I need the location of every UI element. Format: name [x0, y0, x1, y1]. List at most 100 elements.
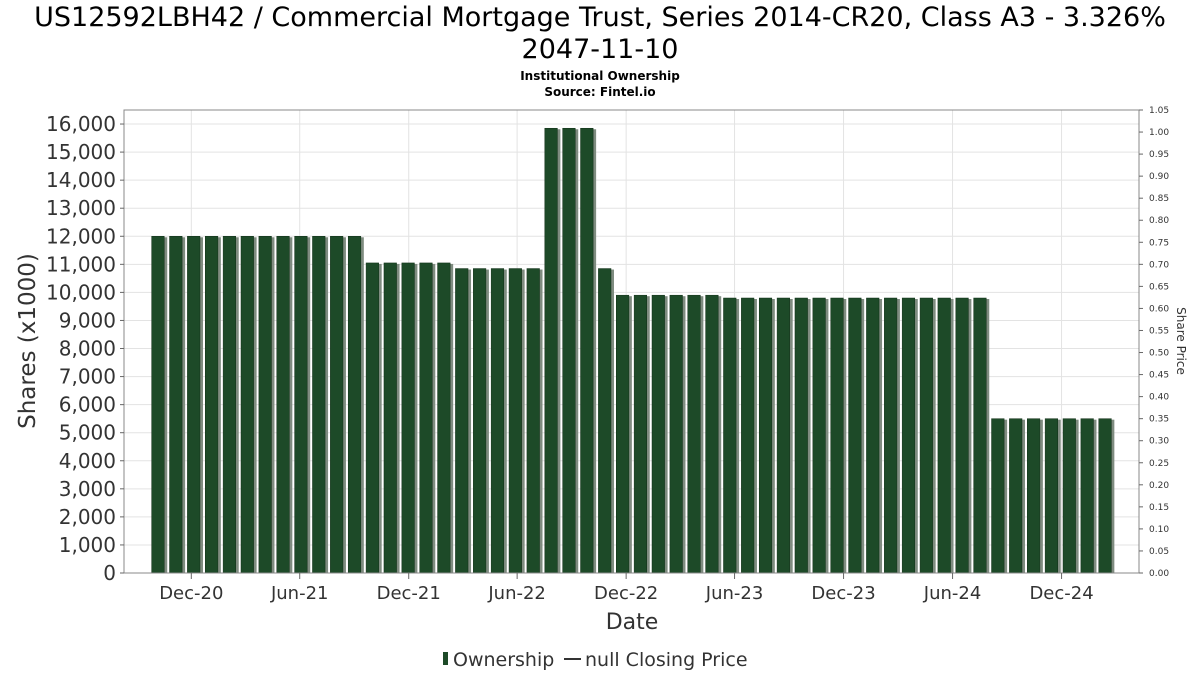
- ownership-bar: [901, 297, 916, 574]
- ownership-bar: [884, 297, 898, 574]
- y2-tick-label: 0.20: [1149, 481, 1169, 491]
- ownership-bar: [741, 297, 755, 574]
- ownership-bar: [687, 294, 701, 574]
- ownership-bar: [633, 294, 647, 574]
- y-tick-label: 13,000: [46, 196, 116, 220]
- ownership-bar: [187, 236, 201, 574]
- ownership-bar: [473, 268, 487, 574]
- ownership-bar: [1009, 418, 1023, 574]
- y-tick-label: 7,000: [59, 365, 116, 389]
- plot-frame: [123, 109, 1140, 574]
- y2-axis-label: Share Price: [1174, 307, 1188, 375]
- ownership-bar: [758, 297, 773, 574]
- y-tick-label: 8,000: [59, 337, 116, 361]
- y2-tick-label: 0.85: [1149, 194, 1169, 204]
- x-axis: Dec-20 Jun-21 Dec-21 Jun-22 Dec-22 Jun-23 Dec-…: [159, 573, 1094, 604]
- y2-tick-label: 0.00: [1149, 569, 1169, 579]
- y-tick-label: 11,000: [46, 252, 116, 276]
- ownership-bar: [294, 236, 308, 574]
- ownership-bar: [616, 294, 630, 574]
- ownership-bar: [1044, 418, 1058, 574]
- y-tick-label: 16,000: [46, 112, 116, 136]
- ownership-bar: [866, 297, 880, 574]
- y-tick-label: 5,000: [59, 421, 116, 445]
- ownership-bar: [205, 236, 219, 574]
- x-tick-label: Jun-21: [270, 583, 329, 604]
- y2-tick-label: 0.90: [1149, 172, 1169, 182]
- x-tick-label: Jun-23: [705, 583, 764, 604]
- chart-title-line-2: 2047-11-10: [521, 34, 679, 65]
- x-tick-label: Jun-24: [923, 583, 982, 604]
- ownership-bar: [937, 297, 951, 574]
- ownership-bar: [365, 262, 379, 574]
- ownership-bar: [151, 236, 165, 574]
- ownership-bar: [973, 297, 987, 574]
- y-axis-left: 0 1,000 2,000 3,000 4,000 5,000 6,000 7,000 8,00…: [46, 112, 124, 585]
- ownership-bar: [598, 268, 612, 574]
- y-tick-label: 2,000: [59, 505, 116, 529]
- ownership-bar: [276, 236, 290, 574]
- x-tick-label: Dec-24: [1029, 583, 1093, 604]
- ownership-bar: [705, 294, 719, 574]
- ownership-bar: [526, 268, 540, 574]
- legend: Ownership null Closing Price: [443, 649, 748, 671]
- chart-subtitle-line-1: Institutional Ownership: [520, 69, 680, 83]
- ownership-bar: [490, 268, 505, 574]
- ownership-bar: [1080, 418, 1094, 574]
- y-tick-label: 0: [103, 561, 116, 585]
- y2-tick-label: 0.55: [1149, 326, 1169, 336]
- ownership-bar: [544, 127, 558, 574]
- y2-tick-label: 0.70: [1149, 260, 1169, 270]
- y2-tick-label: 0.60: [1149, 304, 1169, 314]
- ownership-bar: [830, 297, 844, 574]
- x-tick-label: Dec-21: [377, 583, 441, 604]
- y2-tick-label: 0.25: [1149, 459, 1169, 469]
- y2-tick-label: 0.80: [1149, 216, 1169, 226]
- y2-tick-label: 0.40: [1149, 393, 1169, 403]
- ownership-bar: [222, 236, 236, 574]
- y2-tick-label: 0.95: [1149, 150, 1169, 160]
- legend-ownership-swatch: [443, 652, 448, 665]
- ownership-bar: [437, 262, 451, 574]
- y-tick-label: 4,000: [59, 449, 116, 473]
- ownership-bar: [258, 236, 272, 574]
- y-tick-label: 3,000: [59, 477, 116, 501]
- ownership-bar: [330, 236, 344, 574]
- ownership-bars: [151, 127, 1115, 574]
- y2-tick-label: 1.05: [1149, 106, 1169, 116]
- ownership-bar: [312, 236, 326, 574]
- y2-tick-label: 0.10: [1149, 525, 1169, 535]
- y-tick-label: 15,000: [46, 140, 116, 164]
- y2-tick-label: 1.00: [1149, 128, 1169, 138]
- legend-ownership-label: Ownership: [453, 649, 554, 671]
- y2-tick-label: 0.05: [1149, 547, 1169, 557]
- ownership-bar: [508, 268, 522, 574]
- x-tick-label: Jun-22: [487, 583, 546, 604]
- chart-title-line-1: US12592LBH42 / Commercial Mortgage Trust…: [34, 2, 1166, 33]
- y2-tick-label: 0.35: [1149, 415, 1169, 425]
- y-tick-label: 10,000: [46, 280, 116, 304]
- ownership-bar: [1062, 418, 1076, 574]
- ownership-bar: [419, 262, 433, 574]
- y-tick-label: 14,000: [46, 168, 116, 192]
- ownership-bar: [794, 297, 808, 574]
- ownership-bar: [562, 127, 576, 574]
- ownership-bar: [580, 127, 594, 574]
- ownership-bar: [1098, 418, 1112, 574]
- y-tick-label: 9,000: [59, 308, 116, 332]
- y-tick-label: 12,000: [46, 224, 116, 248]
- y2-tick-label: 0.65: [1149, 282, 1169, 292]
- ownership-bar: [919, 297, 933, 574]
- legend-price-label: null Closing Price: [585, 649, 748, 671]
- ownership-bar: [169, 236, 183, 574]
- ownership-bar: [651, 294, 665, 574]
- y2-tick-label: 0.30: [1149, 437, 1169, 447]
- ownership-bar: [240, 236, 254, 574]
- ownership-bar: [347, 236, 362, 574]
- y2-tick-label: 0.50: [1149, 349, 1169, 359]
- ownership-bar: [383, 262, 397, 574]
- y-axis-label: Shares (x1000): [15, 253, 41, 429]
- chart-title: US12592LBH42 / Commercial Mortgage Trust…: [0, 2, 1200, 66]
- ownership-bar: [776, 297, 790, 574]
